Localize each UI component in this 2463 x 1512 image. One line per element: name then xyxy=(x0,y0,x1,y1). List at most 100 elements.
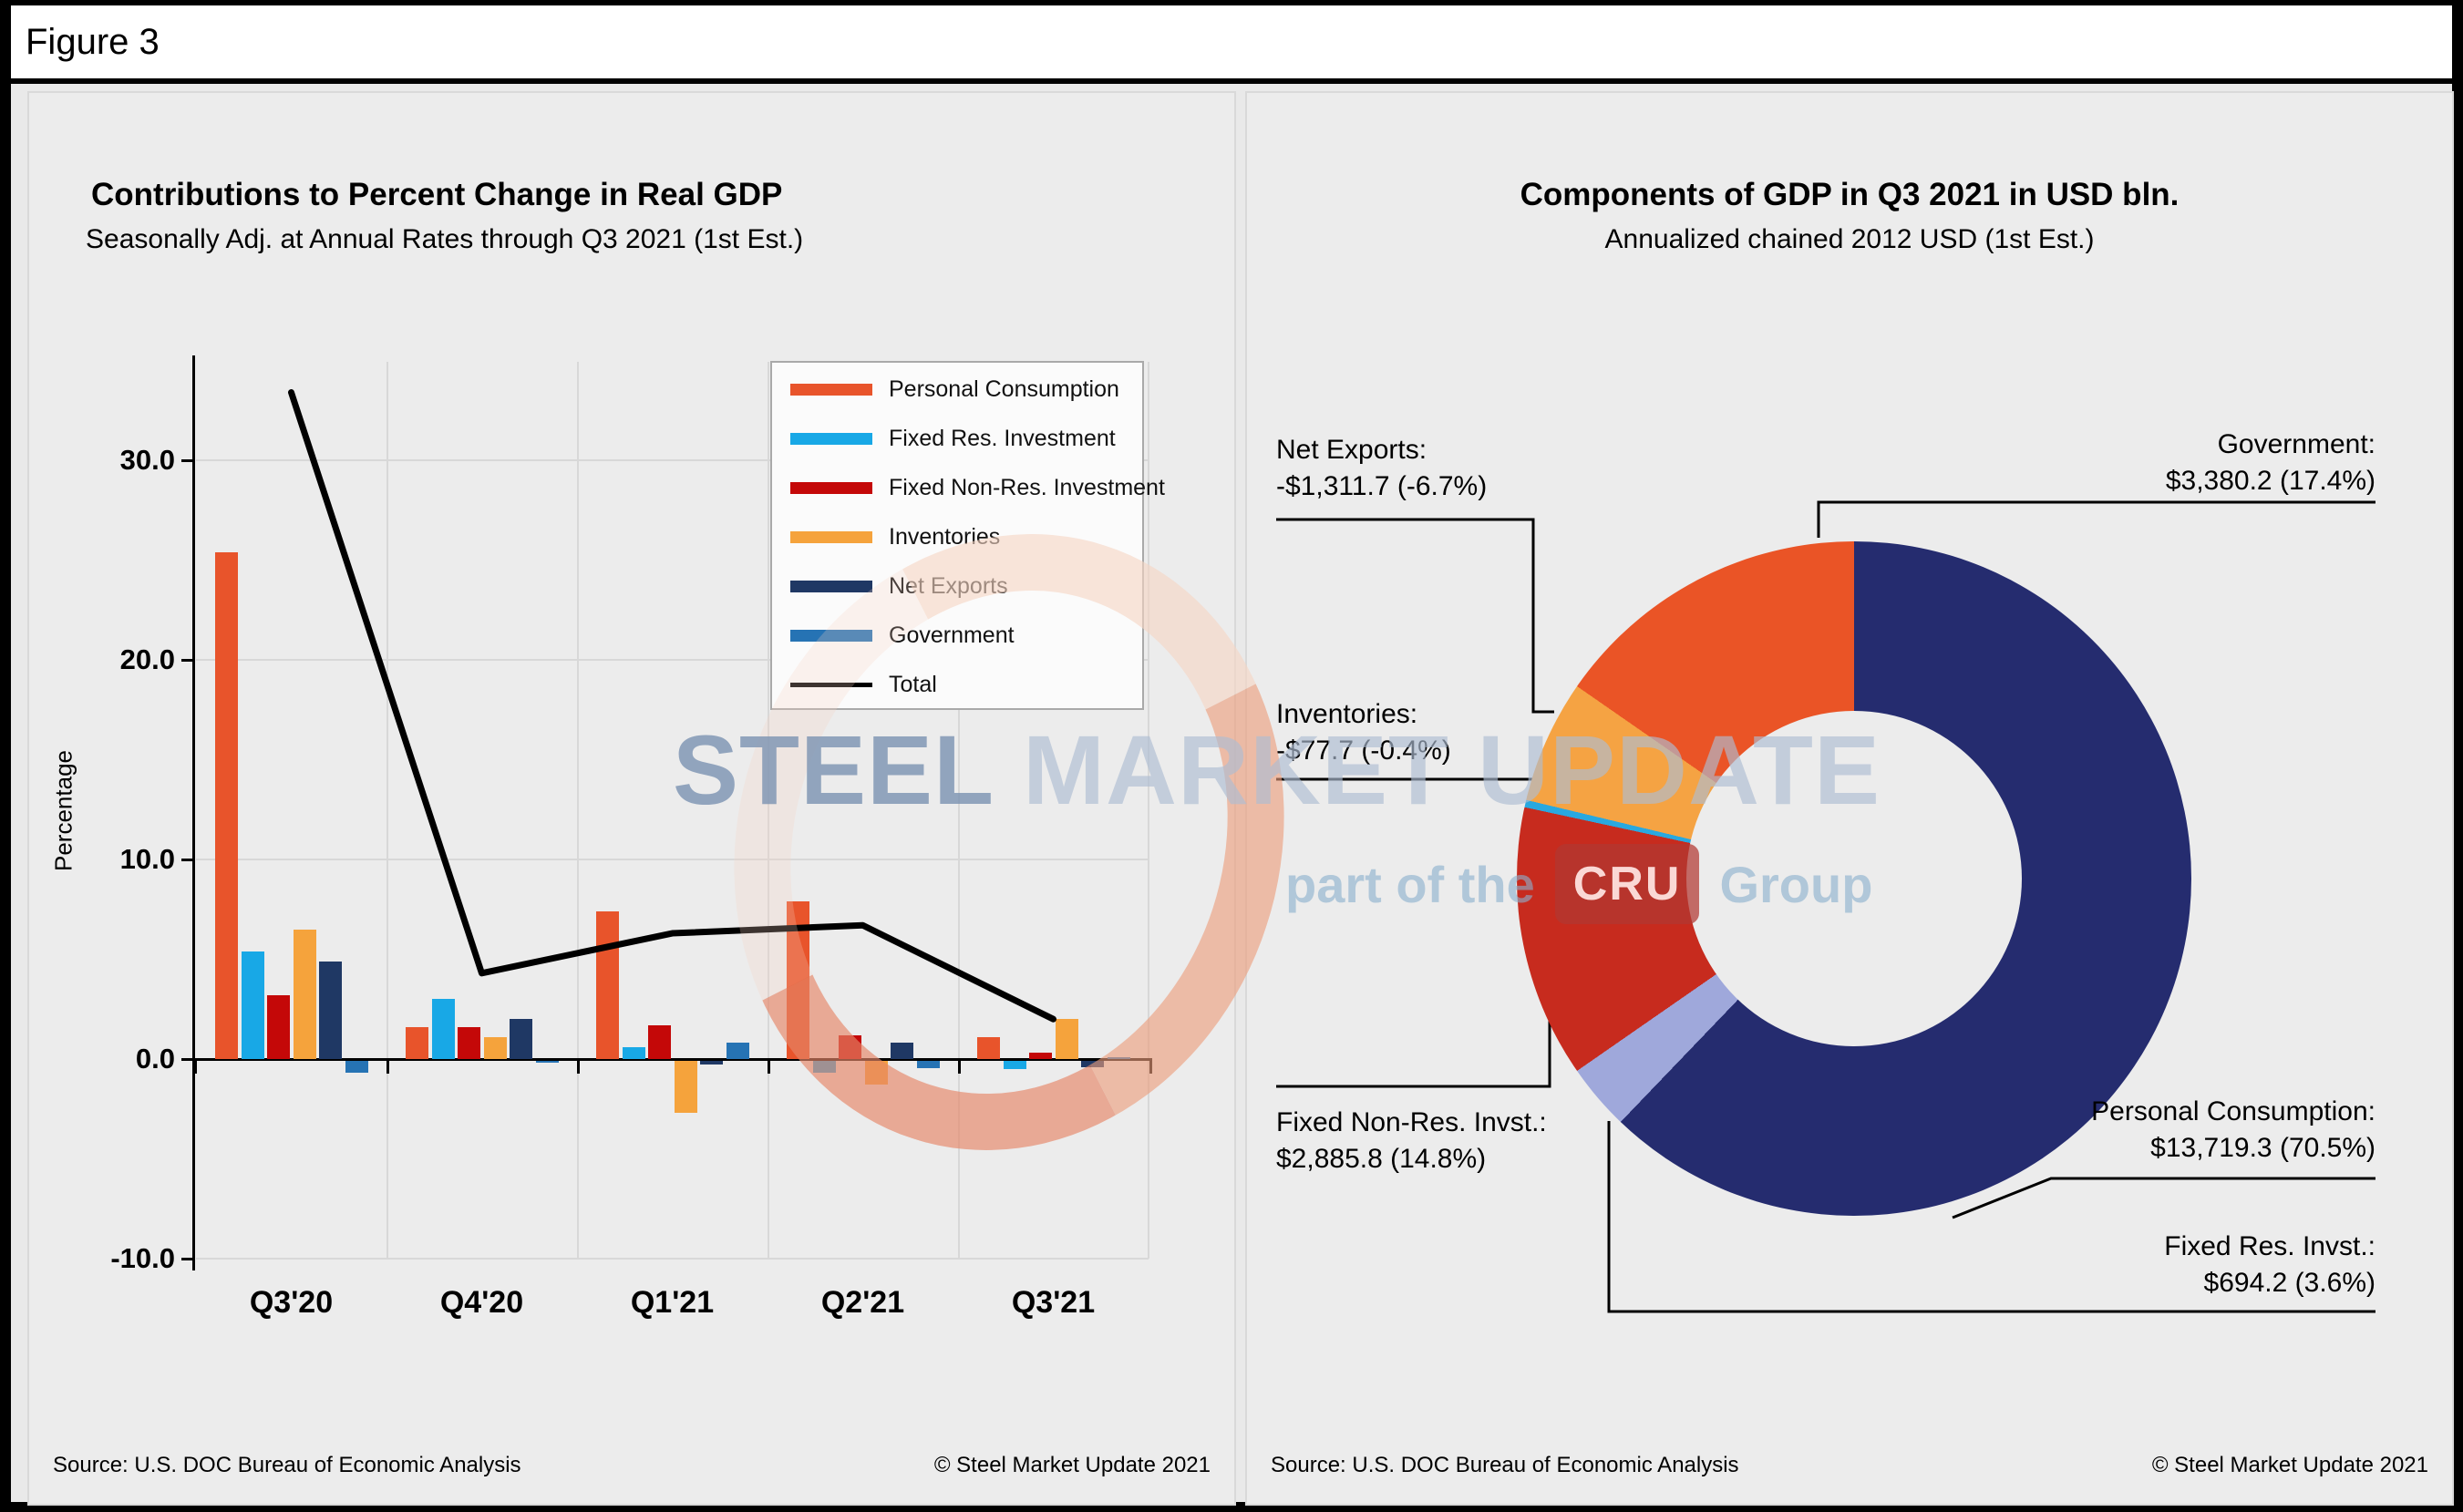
y-tick xyxy=(181,1058,194,1061)
title-bar: Figure 3 xyxy=(11,5,2452,82)
callout-government: Government: $3,380.2 (17.4%) xyxy=(2166,427,2375,499)
x-tick xyxy=(194,1059,197,1074)
bar-fixed-res-investment-Q320 xyxy=(241,951,264,1059)
x-tick-label: Q1'21 xyxy=(630,1285,715,1320)
bar-fixed-res-investment-Q121 xyxy=(622,1046,645,1059)
legend-item-inventories: Inventories xyxy=(790,524,1000,550)
y-tick-label: 10.0 xyxy=(119,843,175,875)
callout-leader-lines xyxy=(1276,500,2375,1313)
bar-government-Q320 xyxy=(345,1061,368,1074)
left-chart-subtitle: Seasonally Adj. at Annual Rates through … xyxy=(86,224,804,254)
bar-personal-consumption-Q121 xyxy=(596,910,619,1059)
y-tick-label: -10.0 xyxy=(110,1242,175,1274)
legend-color-swatch xyxy=(790,530,872,543)
y-axis-line xyxy=(192,355,195,1270)
gridline-10 xyxy=(196,859,1149,860)
bar-net-exports-Q320 xyxy=(319,961,342,1059)
bar-government-Q221 xyxy=(916,1061,940,1068)
bar-net-exports-Q321 xyxy=(1081,1061,1104,1067)
callout-inventories: Inventories: -$77.7 (-0.4%) xyxy=(1276,696,1451,769)
y-tick xyxy=(181,859,194,861)
callout-title: Fixed Res. Invst.: xyxy=(2164,1231,2375,1261)
bar-fixed-non-res-investment-Q121 xyxy=(648,1024,671,1059)
callout-personal: Personal Consumption: $13,719.3 (70.5%) xyxy=(2091,1094,2375,1167)
legend-line-swatch xyxy=(790,682,872,687)
legend-item-net-exports: Net Exports xyxy=(790,573,1008,599)
bar-personal-consumption-Q320 xyxy=(215,551,238,1059)
gridline-v1 xyxy=(386,362,388,1259)
figure-label: Figure 3 xyxy=(26,21,160,62)
callout-value: -$77.7 (-0.4%) xyxy=(1276,735,1451,766)
left-source-text: Source: U.S. DOC Bureau of Economic Anal… xyxy=(53,1453,521,1477)
x-axis-line xyxy=(181,1058,1152,1061)
x-tick xyxy=(386,1059,389,1074)
bar-fixed-res-investment-Q420 xyxy=(431,999,455,1059)
gridline-v5 xyxy=(1148,362,1149,1259)
legend-label: Government xyxy=(889,622,1015,648)
y-tick xyxy=(181,1258,194,1260)
legend-color-swatch xyxy=(790,481,872,494)
bar-fixed-non-res-investment-Q320 xyxy=(267,994,290,1059)
bar-government-Q121 xyxy=(726,1043,749,1059)
right-chart-title: Components of GDP in Q3 2021 in USD bln. xyxy=(1520,177,2180,212)
bar-fixed-non-res-investment-Q221 xyxy=(839,1034,861,1059)
right-copyright-text: © Steel Market Update 2021 xyxy=(2151,1453,2428,1477)
x-tick-label: Q3'21 xyxy=(1011,1285,1096,1320)
legend-item-government: Government xyxy=(790,622,1015,648)
gridline-neg10 xyxy=(196,1258,1149,1260)
legend-item-fixed-non-res-investment: Fixed Non-Res. Investment xyxy=(790,475,1165,500)
gridline-v2 xyxy=(577,362,579,1259)
legend-label: Fixed Res. Investment xyxy=(889,425,1116,451)
y-tick xyxy=(181,459,194,462)
bar-net-exports-Q221 xyxy=(891,1043,913,1059)
legend-color-swatch xyxy=(790,580,872,592)
legend-label: Fixed Non-Res. Investment xyxy=(889,474,1165,500)
donut-hole xyxy=(1686,711,2022,1046)
right-chart-subtitle: Annualized chained 2012 USD (1st Est.) xyxy=(1604,224,2095,254)
x-tick xyxy=(958,1059,961,1074)
x-tick-label: Q2'21 xyxy=(820,1285,905,1320)
y-tick-label: 30.0 xyxy=(119,444,175,476)
bar-government-Q420 xyxy=(535,1061,559,1064)
bar-inventories-Q320 xyxy=(293,929,316,1059)
y-tick xyxy=(181,659,194,662)
callout-fixed-res: Fixed Res. Invst.: $694.2 (3.6%) xyxy=(2164,1229,2375,1301)
bar-personal-consumption-Q221 xyxy=(787,900,809,1059)
bar-inventories-Q420 xyxy=(483,1036,507,1059)
legend-label: Total xyxy=(889,671,937,697)
bar-personal-consumption-Q321 xyxy=(977,1036,1000,1059)
callout-value: $3,380.2 (17.4%) xyxy=(2165,466,2375,496)
x-tick xyxy=(1149,1059,1152,1074)
legend-item-fixed-res-investment: Fixed Res. Investment xyxy=(790,426,1116,451)
gdp-contributions-panel: Contributions to Percent Change in Real … xyxy=(27,91,1236,1506)
x-tick-label: Q3'20 xyxy=(249,1285,334,1320)
bar-fixed-res-investment-Q321 xyxy=(1003,1061,1026,1069)
y-tick-label: 0.0 xyxy=(135,1043,175,1075)
legend-box: Personal Consumption Fixed Res. Investmen… xyxy=(770,361,1165,710)
callout-title: Fixed Non-Res. Invst.: xyxy=(1276,1107,1547,1137)
callout-title: Government: xyxy=(2217,429,2375,459)
bar-inventories-Q121 xyxy=(674,1061,697,1113)
bar-government-Q321 xyxy=(1107,1056,1130,1059)
bar-inventories-Q321 xyxy=(1055,1019,1078,1059)
bar-net-exports-Q420 xyxy=(510,1019,532,1059)
callout-fixed-nonres: Fixed Non-Res. Invst.: $2,885.8 (14.8%) xyxy=(1276,1105,1547,1178)
callout-value: $2,885.8 (14.8%) xyxy=(1276,1144,1487,1174)
bar-fixed-non-res-investment-Q420 xyxy=(458,1026,480,1059)
legend-item-personal-consumption: Personal Consumption xyxy=(790,376,1119,402)
callout-value: -$1,311.7 (-6.7%) xyxy=(1276,471,1488,501)
legend-item-total: Total xyxy=(790,672,937,697)
legend-color-swatch xyxy=(790,383,872,396)
left-chart-title: Contributions to Percent Change in Real … xyxy=(91,177,783,212)
x-tick xyxy=(768,1059,770,1074)
bar-inventories-Q221 xyxy=(864,1061,888,1085)
right-source-text: Source: U.S. DOC Bureau of Economic Anal… xyxy=(1271,1453,1739,1477)
gridline-v3 xyxy=(768,362,769,1259)
callout-title: Inventories: xyxy=(1276,699,1418,729)
bar-fixed-non-res-investment-Q321 xyxy=(1029,1053,1052,1059)
bar-net-exports-Q121 xyxy=(700,1061,723,1065)
y-tick-label: 20.0 xyxy=(119,643,175,675)
left-copyright-text: © Steel Market Update 2021 xyxy=(933,1453,1211,1477)
legend-label: Net Exports xyxy=(889,572,1008,599)
